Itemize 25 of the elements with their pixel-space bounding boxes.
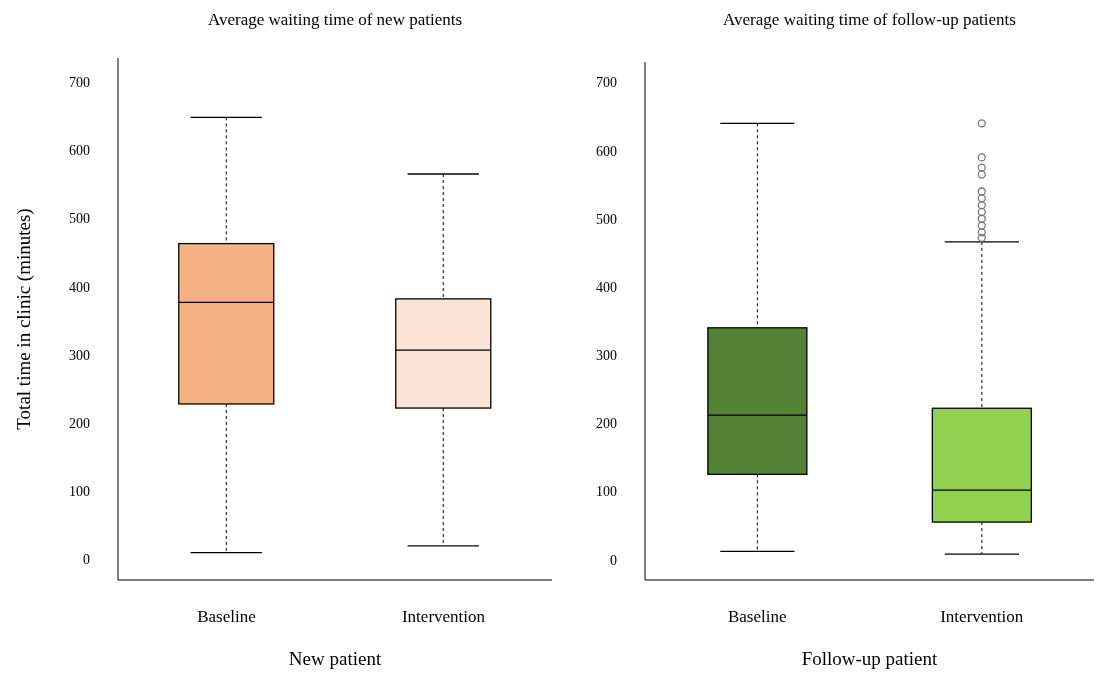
y-tick-label: 400: [69, 279, 90, 295]
chart-title: Average waiting time of follow-up patients: [722, 10, 1017, 30]
x-axis-title: New patient: [287, 648, 383, 670]
y-tick-label: 100: [596, 484, 617, 500]
y-tick-label: 300: [596, 348, 617, 364]
y-tick-label: 300: [69, 347, 90, 363]
y-tick-label: 400: [596, 279, 617, 295]
x-tick-label: Intervention: [401, 607, 486, 627]
chart-title: Average waiting time of new patients: [206, 10, 464, 30]
y-tick-label: 600: [596, 143, 617, 159]
y-tick-label: 200: [596, 416, 617, 432]
y-tick-label: 500: [69, 211, 90, 227]
y-tick-label: 0: [83, 552, 90, 568]
y-tick-label: 0: [610, 552, 617, 568]
y-tick-label: 500: [596, 211, 617, 227]
y-axis-title: Total time in clinic (minutes): [13, 208, 35, 430]
y-tick-label: 600: [69, 143, 90, 159]
x-tick-label: Intervention: [940, 607, 1024, 627]
y-tick-label: 100: [69, 484, 90, 500]
x-axis-title: Follow-up patient: [800, 648, 939, 670]
x-tick-label: Baseline: [727, 607, 787, 627]
y-tick-label: 700: [596, 75, 617, 91]
x-tick-label: Baseline: [197, 607, 256, 627]
y-tick-label: 200: [69, 416, 90, 432]
y-tick-label: 700: [69, 74, 90, 90]
